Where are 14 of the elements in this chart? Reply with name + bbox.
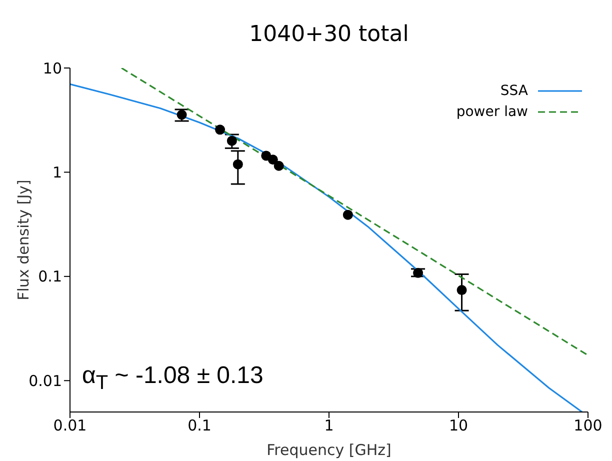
chart-title: 1040+30 total [248, 22, 410, 47]
x-tick-label: 1 [324, 416, 334, 435]
x-tick-label: 100 [574, 416, 602, 435]
legend-label: power law [456, 104, 528, 120]
legend-label: SSA [500, 82, 528, 98]
y-tick-label: 10 [42, 59, 62, 78]
y-tick-label: 0.1 [38, 268, 62, 286]
y-tick-label: 1 [52, 164, 62, 182]
y-tick-label: 0.01 [28, 372, 62, 390]
y-axis-title: Flux density [Jy] [14, 180, 32, 300]
x-tick-label: 0.1 [188, 416, 212, 435]
x-axis-title: Frequency [GHz] [266, 441, 392, 459]
x-tick-label: 10 [448, 416, 468, 435]
annotation: α$_{T}$ ~ -1.08 ± 0.13 [82, 362, 264, 395]
